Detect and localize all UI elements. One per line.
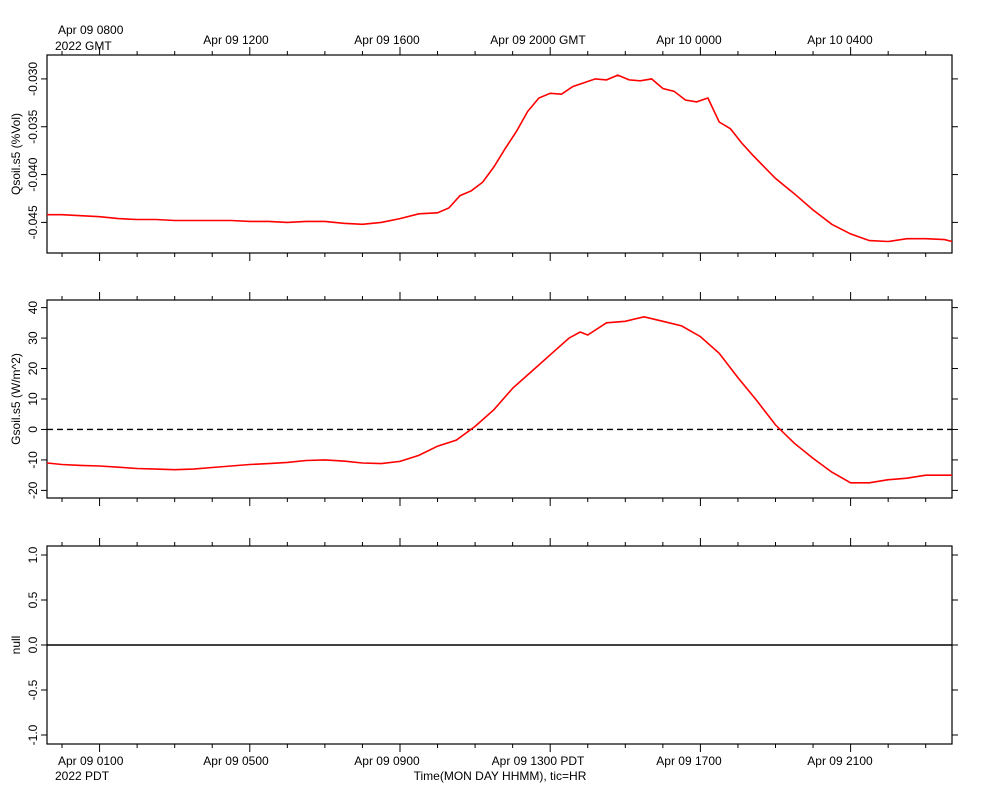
y-tick-label: 0.5 <box>26 591 40 608</box>
x-axis-title: Time(MON DAY HHMM), tic=HR <box>414 769 587 783</box>
y-axis-label: Qsoil.s5 (%Vol) <box>9 113 23 195</box>
y-tick-label: -10 <box>26 451 40 469</box>
bottom-axis-label: Apr 09 1700 <box>656 754 722 768</box>
y-tick-label: -0.030 <box>26 62 40 96</box>
bottom-axis-label: Apr 09 2100 <box>807 754 873 768</box>
y-tick-label: 30 <box>26 331 40 345</box>
y-tick-label: -1.0 <box>26 724 40 745</box>
x-ticks <box>61 47 927 261</box>
bottom-axis-first-label: Apr 09 0100 <box>58 754 124 768</box>
y-ticks: -1.0 -0.5 0.0 0.5 1.0 <box>26 546 958 745</box>
y-ticks: -0.045 -0.040 -0.035 -0.030 <box>26 62 958 239</box>
y-axis-label: null <box>9 636 23 655</box>
plot-frame <box>46 299 953 499</box>
top-axis-first-label: Apr 09 0800 <box>58 23 124 37</box>
y-tick-label: -0.040 <box>26 157 40 191</box>
bottom-axis-label: Apr 09 0500 <box>203 754 269 768</box>
top-axis-label: Apr 09 1200 <box>203 33 269 47</box>
y-tick-label: 20 <box>26 362 40 376</box>
top-axis-label: Apr 09 1600 <box>354 33 420 47</box>
y-tick-label: 1.0 <box>26 546 40 563</box>
null-panel: -1.0 -0.5 0.0 0.5 1.0 null <box>9 538 958 752</box>
bottom-axis-label: Apr 09 1300 PDT <box>492 754 585 768</box>
y-tick-label: 40 <box>26 301 40 315</box>
y-ticks: -20 -10 0 10 20 30 40 <box>26 301 958 499</box>
y-axis-label: Gsoil.s5 (W/m^2) <box>9 353 23 445</box>
gsoil-panel: -20 -10 0 10 20 30 40 Gsoil.s5 (W/m^2) <box>9 292 958 506</box>
top-axis-label: Apr 10 0000 <box>656 33 722 47</box>
y-tick-label: -0.5 <box>26 679 40 700</box>
y-tick-label: -0.035 <box>26 109 40 143</box>
top-axis-label: Apr 09 2000 GMT <box>490 33 586 47</box>
gsoil-series-line <box>46 315 952 484</box>
y-tick-label: 0.0 <box>26 636 40 653</box>
y-tick-label: -20 <box>26 481 40 499</box>
bottom-axis-label: Apr 09 0900 <box>354 754 420 768</box>
y-tick-label: 0 <box>26 426 40 433</box>
y-tick-label: -0.045 <box>26 205 40 239</box>
x-ticks <box>61 538 927 752</box>
x-ticks <box>61 292 927 506</box>
top-axis-first-sublabel: 2022 GMT <box>55 39 112 53</box>
qsoil-panel: -0.045 -0.040 -0.035 -0.030 Qsoil.s5 (%Vol) <box>9 47 958 261</box>
plot-frame <box>46 54 953 254</box>
qsoil-series-line <box>47 74 953 243</box>
top-axis-label: Apr 10 0400 <box>807 33 873 47</box>
bottom-axis-first-sublabel: 2022 PDT <box>55 769 110 783</box>
y-tick-label: 10 <box>26 392 40 406</box>
